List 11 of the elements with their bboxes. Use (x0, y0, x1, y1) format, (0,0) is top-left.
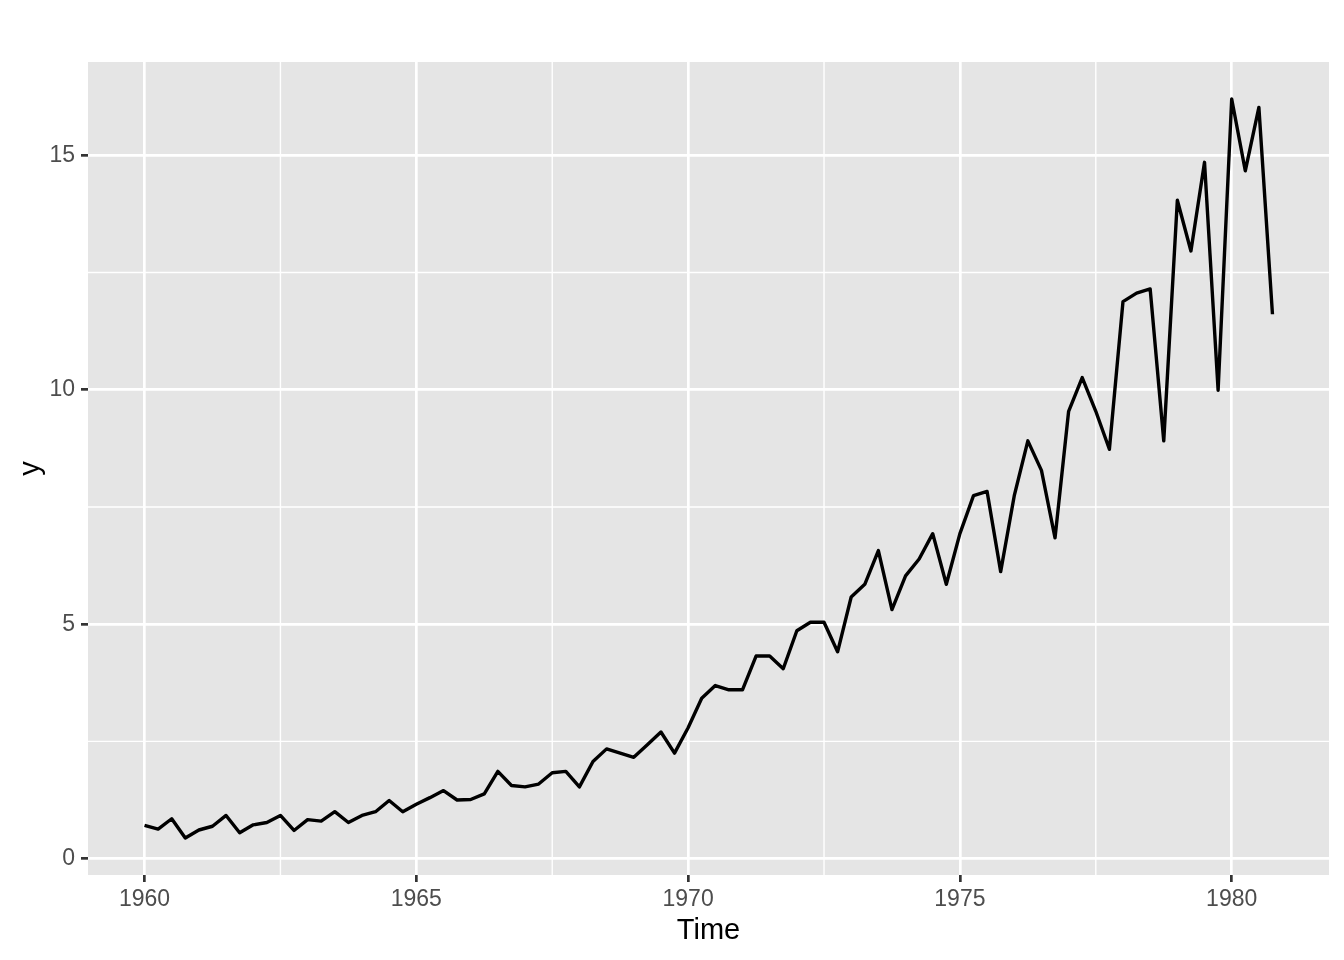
x-tick-label: 1960 (118, 885, 171, 912)
x-tick-label: 1975 (934, 885, 986, 912)
y-tick-label: 15 (49, 140, 75, 167)
y-tick-label: 0 (62, 843, 75, 870)
x-tick-label: 1980 (1206, 885, 1258, 912)
x-axis-title: Time (676, 912, 741, 945)
y-axis-title: y (13, 460, 46, 476)
x-tick-label: 1970 (662, 885, 714, 912)
x-tick-label: 1965 (390, 885, 442, 912)
y-tick-label: 10 (49, 375, 75, 402)
y-tick-label: 5 (62, 609, 75, 636)
